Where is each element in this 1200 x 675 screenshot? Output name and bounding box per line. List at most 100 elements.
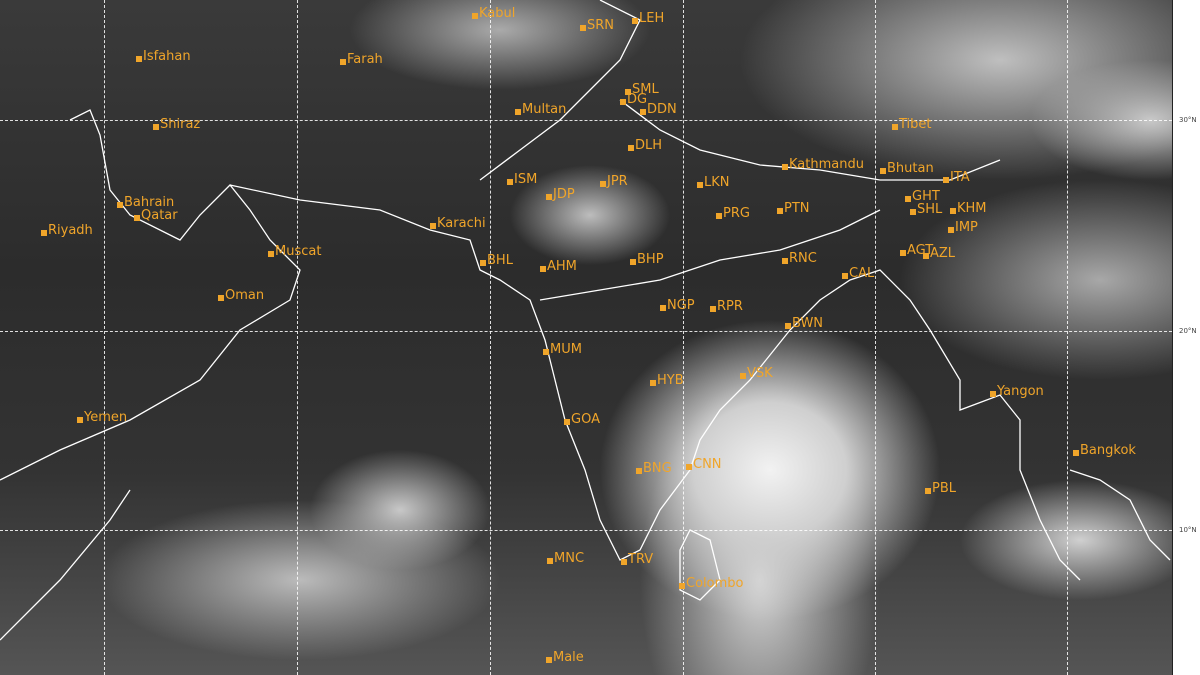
place-name: RPR xyxy=(717,299,743,314)
location-marker-icon xyxy=(625,89,631,95)
place-label-srn: SRN xyxy=(580,19,614,33)
place-name: Muscat xyxy=(275,244,322,259)
place-label-vsk: VSK xyxy=(740,367,773,381)
location-marker-icon xyxy=(740,373,746,379)
location-marker-icon xyxy=(268,251,274,257)
place-label-azl: AZL xyxy=(923,247,955,261)
place-name: LKN xyxy=(704,175,730,190)
grid-parallel xyxy=(0,530,1172,531)
place-name: BWN xyxy=(792,316,824,331)
place-name: CAL xyxy=(849,266,875,281)
place-label-rpr: RPR xyxy=(710,300,743,314)
place-name: BHL xyxy=(487,253,513,268)
place-label-jdp: JDP xyxy=(546,188,575,202)
place-name: AHM xyxy=(547,259,577,274)
place-name: Multan xyxy=(522,102,567,117)
place-name: AZL xyxy=(930,246,956,261)
location-marker-icon xyxy=(697,182,703,188)
location-marker-icon xyxy=(650,380,656,386)
grid-meridian xyxy=(104,0,105,675)
latitude-axis-strip: 30°N 20°N 10°N xyxy=(1172,0,1200,675)
place-name: Qatar xyxy=(141,208,178,223)
place-label-bwn: BWN xyxy=(785,317,823,331)
location-marker-icon xyxy=(153,124,159,130)
place-label-cal: CAL xyxy=(842,267,874,281)
location-marker-icon xyxy=(540,266,546,272)
location-marker-icon xyxy=(546,657,552,663)
location-marker-icon xyxy=(777,208,783,214)
place-label-ptn: PTN xyxy=(777,202,810,216)
location-marker-icon xyxy=(218,295,224,301)
location-marker-icon xyxy=(77,417,83,423)
place-label-ita: ITA xyxy=(943,171,970,185)
place-name: PTN xyxy=(784,201,810,216)
location-marker-icon xyxy=(430,223,436,229)
place-label-bhl: BHL xyxy=(480,254,513,268)
place-label-ght: GHT xyxy=(905,190,940,204)
place-name: TRV xyxy=(628,552,654,567)
location-marker-icon xyxy=(41,230,47,236)
place-name: JPR xyxy=(607,174,628,189)
latitude-label: 10°N xyxy=(1179,526,1197,534)
place-name: GHT xyxy=(912,189,940,204)
location-marker-icon xyxy=(340,59,346,65)
place-name: Karachi xyxy=(437,216,486,231)
place-name: LEH xyxy=(639,11,665,26)
place-name: Bangkok xyxy=(1080,443,1136,458)
location-marker-icon xyxy=(480,260,486,266)
place-name: Kathmandu xyxy=(789,157,864,172)
satellite-map: Kabul SRN LEH Isfahan Farah SML DG DDN Multan Shi… xyxy=(0,0,1172,675)
place-name: DLH xyxy=(635,138,663,153)
location-marker-icon xyxy=(686,464,692,470)
grid-parallel xyxy=(0,120,1172,121)
place-name: Isfahan xyxy=(143,49,191,64)
place-name: JDP xyxy=(553,187,575,202)
location-marker-icon xyxy=(660,305,666,311)
location-marker-icon xyxy=(925,488,931,494)
location-marker-icon xyxy=(620,99,626,105)
place-name: PBL xyxy=(932,481,957,496)
location-marker-icon xyxy=(515,109,521,115)
place-label-tibet: Tibet xyxy=(892,118,932,132)
place-name: HYB xyxy=(657,373,684,388)
place-label-kabul: Kabul xyxy=(472,7,515,21)
location-marker-icon xyxy=(628,145,634,151)
place-name: Yangon xyxy=(997,384,1044,399)
place-label-farah: Farah xyxy=(340,53,383,67)
place-label-ddn: DDN xyxy=(640,103,677,117)
location-marker-icon xyxy=(679,583,685,589)
place-label-colombo: Colombo xyxy=(679,577,743,591)
place-name: Colombo xyxy=(686,576,744,591)
place-name: BHP xyxy=(637,252,664,267)
location-marker-icon xyxy=(507,179,513,185)
place-name: SML xyxy=(632,82,659,97)
place-name: RNC xyxy=(789,251,817,266)
place-label-riyadh: Riyadh xyxy=(41,224,93,238)
place-name: IMP xyxy=(955,220,978,235)
grid-meridian xyxy=(490,0,491,675)
place-name: Oman xyxy=(225,288,265,303)
place-label-goa: GOA xyxy=(564,413,600,427)
coastline-borders xyxy=(0,0,1172,675)
grid-meridian xyxy=(875,0,876,675)
grid-parallel xyxy=(0,331,1172,332)
place-label-bhp: BHP xyxy=(630,253,664,267)
place-label-rnc: RNC xyxy=(782,252,817,266)
place-label-yemen: Yemen xyxy=(77,411,127,425)
location-marker-icon xyxy=(905,196,911,202)
place-label-isfahan: Isfahan xyxy=(136,50,191,64)
location-marker-icon xyxy=(892,124,898,130)
place-name: ITA xyxy=(950,170,970,185)
place-label-cnn: CNN xyxy=(686,458,722,472)
place-label-dg: DG xyxy=(620,93,647,107)
latitude-label: 30°N xyxy=(1179,116,1197,124)
place-label-ism: ISM xyxy=(507,173,537,187)
place-name: Kabul xyxy=(479,6,516,21)
place-name: VSK xyxy=(747,366,773,381)
location-marker-icon xyxy=(543,349,549,355)
place-name: Yemen xyxy=(84,410,128,425)
location-marker-icon xyxy=(785,323,791,329)
location-marker-icon xyxy=(546,194,552,200)
place-label-imp: IMP xyxy=(948,221,978,235)
place-name: BNG xyxy=(643,461,672,476)
